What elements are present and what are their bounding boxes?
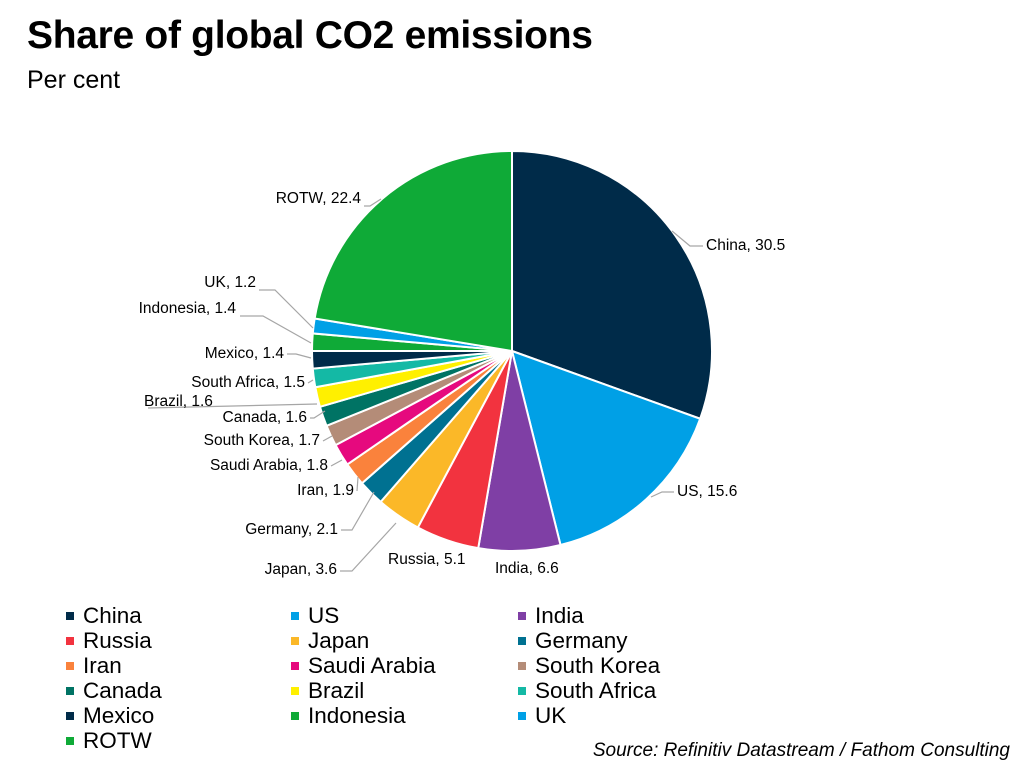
legend-item-china: China bbox=[66, 603, 142, 629]
legend-label: Iran bbox=[83, 653, 122, 678]
legend-swatch bbox=[291, 662, 299, 670]
legend-item-india: India bbox=[518, 603, 584, 629]
legend-swatch bbox=[66, 637, 74, 645]
leader-line-uk bbox=[259, 289, 314, 329]
legend-swatch bbox=[66, 662, 74, 670]
leader-line-south-korea bbox=[322, 435, 333, 442]
legend-swatch bbox=[518, 662, 526, 670]
legend-label: Germany bbox=[535, 628, 628, 653]
data-label-indonesia: Indonesia, 1.4 bbox=[139, 300, 237, 317]
leader-line-mexico bbox=[287, 353, 312, 359]
data-label-germany: Germany, 2.1 bbox=[245, 521, 338, 538]
leader-line-saudi-arabia bbox=[330, 459, 343, 467]
legend-label: ROTW bbox=[83, 728, 152, 753]
data-label-japan: Japan, 3.6 bbox=[265, 561, 337, 578]
pie-slice-china bbox=[511, 149, 714, 421]
legend-label: Japan bbox=[308, 628, 370, 653]
legend-swatch bbox=[66, 687, 74, 695]
legend-item-south-korea: South Korea bbox=[518, 653, 660, 679]
legend-swatch bbox=[66, 712, 74, 720]
data-label-mexico: Mexico, 1.4 bbox=[205, 345, 285, 362]
legend-label: Indonesia bbox=[308, 703, 406, 728]
legend-swatch bbox=[291, 612, 299, 620]
legend-swatch bbox=[291, 687, 299, 695]
leader-line-germany bbox=[341, 491, 375, 531]
data-label-india: India, 6.6 bbox=[495, 560, 559, 577]
data-label-canada: Canada, 1.6 bbox=[223, 409, 307, 426]
leader-line-indonesia bbox=[240, 315, 312, 344]
leader-line-iran bbox=[356, 476, 359, 492]
legend-swatch bbox=[291, 712, 299, 720]
legend-label: Mexico bbox=[83, 703, 155, 728]
legend-item-rotw: ROTW bbox=[66, 728, 152, 754]
data-label-saudi-arabia: Saudi Arabia, 1.8 bbox=[210, 457, 328, 474]
legend-item-south-africa: South Africa bbox=[518, 678, 656, 704]
chart-title: Share of global CO2 emissions bbox=[27, 14, 593, 57]
data-label-south-korea: South Korea, 1.7 bbox=[204, 432, 320, 449]
leader-line-us bbox=[650, 491, 674, 498]
leader-line-china bbox=[671, 230, 703, 247]
legend-label: Saudi Arabia bbox=[308, 653, 436, 678]
pie-slice-rotw bbox=[313, 149, 513, 353]
legend-label: South Africa bbox=[535, 678, 657, 703]
legend-label: Russia bbox=[83, 628, 152, 653]
leader-line-brazil bbox=[147, 403, 318, 409]
legend-swatch bbox=[518, 712, 526, 720]
data-label-rotw: ROTW, 22.4 bbox=[276, 190, 362, 207]
legend-swatch bbox=[518, 612, 526, 620]
legend-swatch bbox=[518, 687, 526, 695]
legend-item-saudi-arabia: Saudi Arabia bbox=[291, 653, 436, 679]
legend-swatch bbox=[66, 612, 74, 620]
legend-label: UK bbox=[535, 703, 567, 728]
data-label-uk: UK, 1.2 bbox=[204, 274, 256, 291]
data-label-us: US, 15.6 bbox=[677, 483, 737, 500]
source-note: Source: Refinitiv Datastream / Fathom Co… bbox=[592, 740, 1010, 761]
legend-swatch bbox=[291, 637, 299, 645]
legend-label: Canada bbox=[83, 678, 162, 703]
legend-label: US bbox=[308, 603, 340, 628]
legend-item-japan: Japan bbox=[291, 628, 369, 654]
data-label-brazil: Brazil, 1.6 bbox=[144, 393, 213, 410]
leader-line-rotw bbox=[364, 198, 382, 207]
legend-item-brazil: Brazil bbox=[291, 678, 364, 704]
data-label-south-africa: South Africa, 1.5 bbox=[191, 374, 305, 391]
legend-item-germany: Germany bbox=[518, 628, 628, 654]
chart-legend: China US India Russia Japan Germany Iran Saudi … bbox=[66, 603, 786, 753]
leader-line-japan bbox=[340, 522, 397, 572]
legend-item-us: US bbox=[291, 603, 339, 629]
data-label-iran: Iran, 1.9 bbox=[297, 482, 354, 499]
legend-item-canada: Canada bbox=[66, 678, 162, 704]
legend-item-iran: Iran bbox=[66, 653, 122, 679]
legend-item-russia: Russia bbox=[66, 628, 152, 654]
legend-label: Brazil bbox=[308, 678, 365, 703]
legend-swatch bbox=[518, 637, 526, 645]
legend-label: China bbox=[83, 603, 142, 628]
legend-item-mexico: Mexico bbox=[66, 703, 154, 729]
leader-line-canada bbox=[310, 410, 326, 419]
legend-label: South Korea bbox=[535, 653, 661, 678]
pie-slice-us bbox=[510, 349, 702, 547]
chart-subtitle: Per cent bbox=[27, 66, 121, 94]
data-label-russia: Russia, 5.1 bbox=[388, 551, 466, 568]
legend-item-indonesia: Indonesia bbox=[291, 703, 406, 729]
data-label-china: China, 30.5 bbox=[706, 237, 785, 254]
leader-line-south-africa bbox=[307, 379, 314, 384]
legend-item-uk: UK bbox=[518, 703, 566, 729]
legend-label: India bbox=[535, 603, 584, 628]
legend-swatch bbox=[66, 737, 74, 745]
